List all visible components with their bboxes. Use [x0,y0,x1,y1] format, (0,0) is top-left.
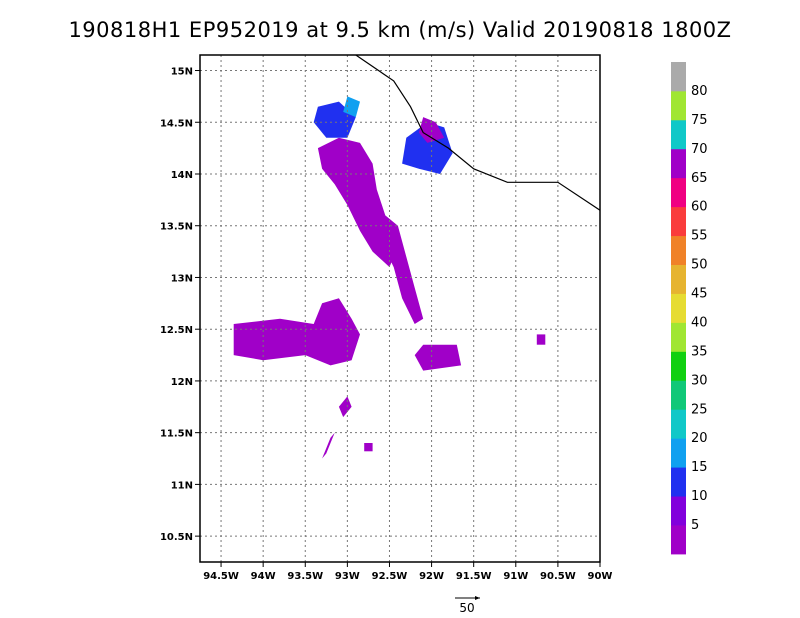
y-tick-label-2: 11.5N [160,429,193,440]
colorbar-swatch-10 [671,235,686,265]
colorbar-label-9: 50 [691,258,708,273]
colorbar-swatch-15 [671,90,686,121]
wind-region-11 [364,443,373,452]
y-tick-label-9: 15N [171,67,193,78]
x-tick-label-0: 94.5W [203,571,239,582]
colorbar-swatch-6 [671,351,686,381]
x-tick-label-2: 93.5W [287,571,323,582]
colorbar-label-5: 30 [691,373,708,388]
y-tick-label-6: 13.5N [160,222,193,233]
reference-vector-label: 50 [459,601,474,615]
colorbar-label-10: 55 [691,229,708,244]
y-tick-label-8: 14.5N [160,118,193,129]
wind-region-3 [233,298,360,366]
colorbar-label-1: 10 [691,489,708,504]
colorbar-label-2: 15 [691,460,708,475]
x-tick-label-3: 93W [335,571,360,582]
colorbar-swatch-5 [671,380,686,410]
colorbar: 5 10 15 20 25 30 35 40 45 50 55 60 65 70 75 80 [671,62,708,555]
reference-vector: 50 [455,596,480,615]
wind-region-1 [381,215,424,324]
x-tick-label-1: 94W [251,571,276,582]
x-tick-label-5: 92W [419,571,444,582]
y-tick-label-5: 13N [171,273,193,284]
latitude-ticks: 10.5N 11N 11.5N 12N 12.5N 13N 13.5N 14N 14.5N 15N [160,67,200,543]
wind-region-9 [322,432,335,459]
colorbar-label-6: 35 [691,344,708,359]
coastline [355,55,600,211]
colorbar-swatch-12 [671,177,686,208]
colorbar-swatch-16 [671,62,686,92]
plot-frame [199,54,601,563]
wind-region-2 [414,344,462,371]
x-tick-label-9: 90W [588,571,613,582]
colorbar-label-14: 75 [691,113,708,128]
y-tick-label-0: 10.5N [160,532,193,543]
coastline-path [355,55,600,211]
wind-region-0 [317,137,398,268]
lat-lon-grid [200,55,600,562]
colorbar-swatch-0 [671,525,686,555]
colorbar-swatch-14 [671,119,686,150]
x-tick-label-4: 92.5W [372,571,408,582]
colorbar-label-12: 65 [691,171,708,186]
colorbar-label-3: 20 [691,431,708,446]
wind-region-10 [536,334,546,345]
colorbar-label-0: 5 [691,518,699,533]
x-tick-label-6: 91.5W [456,571,492,582]
x-tick-label-7: 91W [503,571,528,582]
colorbar-swatch-4 [671,409,686,439]
colorbar-swatch-2 [671,467,686,497]
map-title: 190818H1 EP952019 at 9.5 km (m/s) Valid … [68,18,732,42]
colorbar-label-15: 80 [691,84,708,99]
y-tick-label-1: 11N [171,480,193,491]
colorbar-label-8: 45 [691,287,708,302]
y-tick-label-3: 12N [171,377,193,388]
colorbar-label-13: 70 [691,142,708,157]
colorbar-swatch-9 [671,264,686,294]
colorbar-swatch-3 [671,438,686,468]
colorbar-label-4: 25 [691,402,708,417]
y-tick-label-4: 12.5N [160,325,193,336]
reference-arrow-head [475,596,480,600]
colorbar-swatch-1 [671,496,686,526]
y-tick-label-7: 14N [171,170,193,181]
wind-region-8 [338,396,352,418]
longitude-ticks: 94.5W 94W 93.5W 93W 92.5W 92W 91.5W 91W 90.5W 90W [203,562,612,582]
colorbar-label-11: 60 [691,200,708,215]
colorbar-label-7: 40 [691,316,708,331]
x-tick-label-8: 90.5W [540,571,576,582]
colorbar-swatch-8 [671,293,686,323]
colorbar-swatch-11 [671,206,686,237]
colorbar-swatch-7 [671,322,686,352]
colorbar-swatch-13 [671,148,686,179]
